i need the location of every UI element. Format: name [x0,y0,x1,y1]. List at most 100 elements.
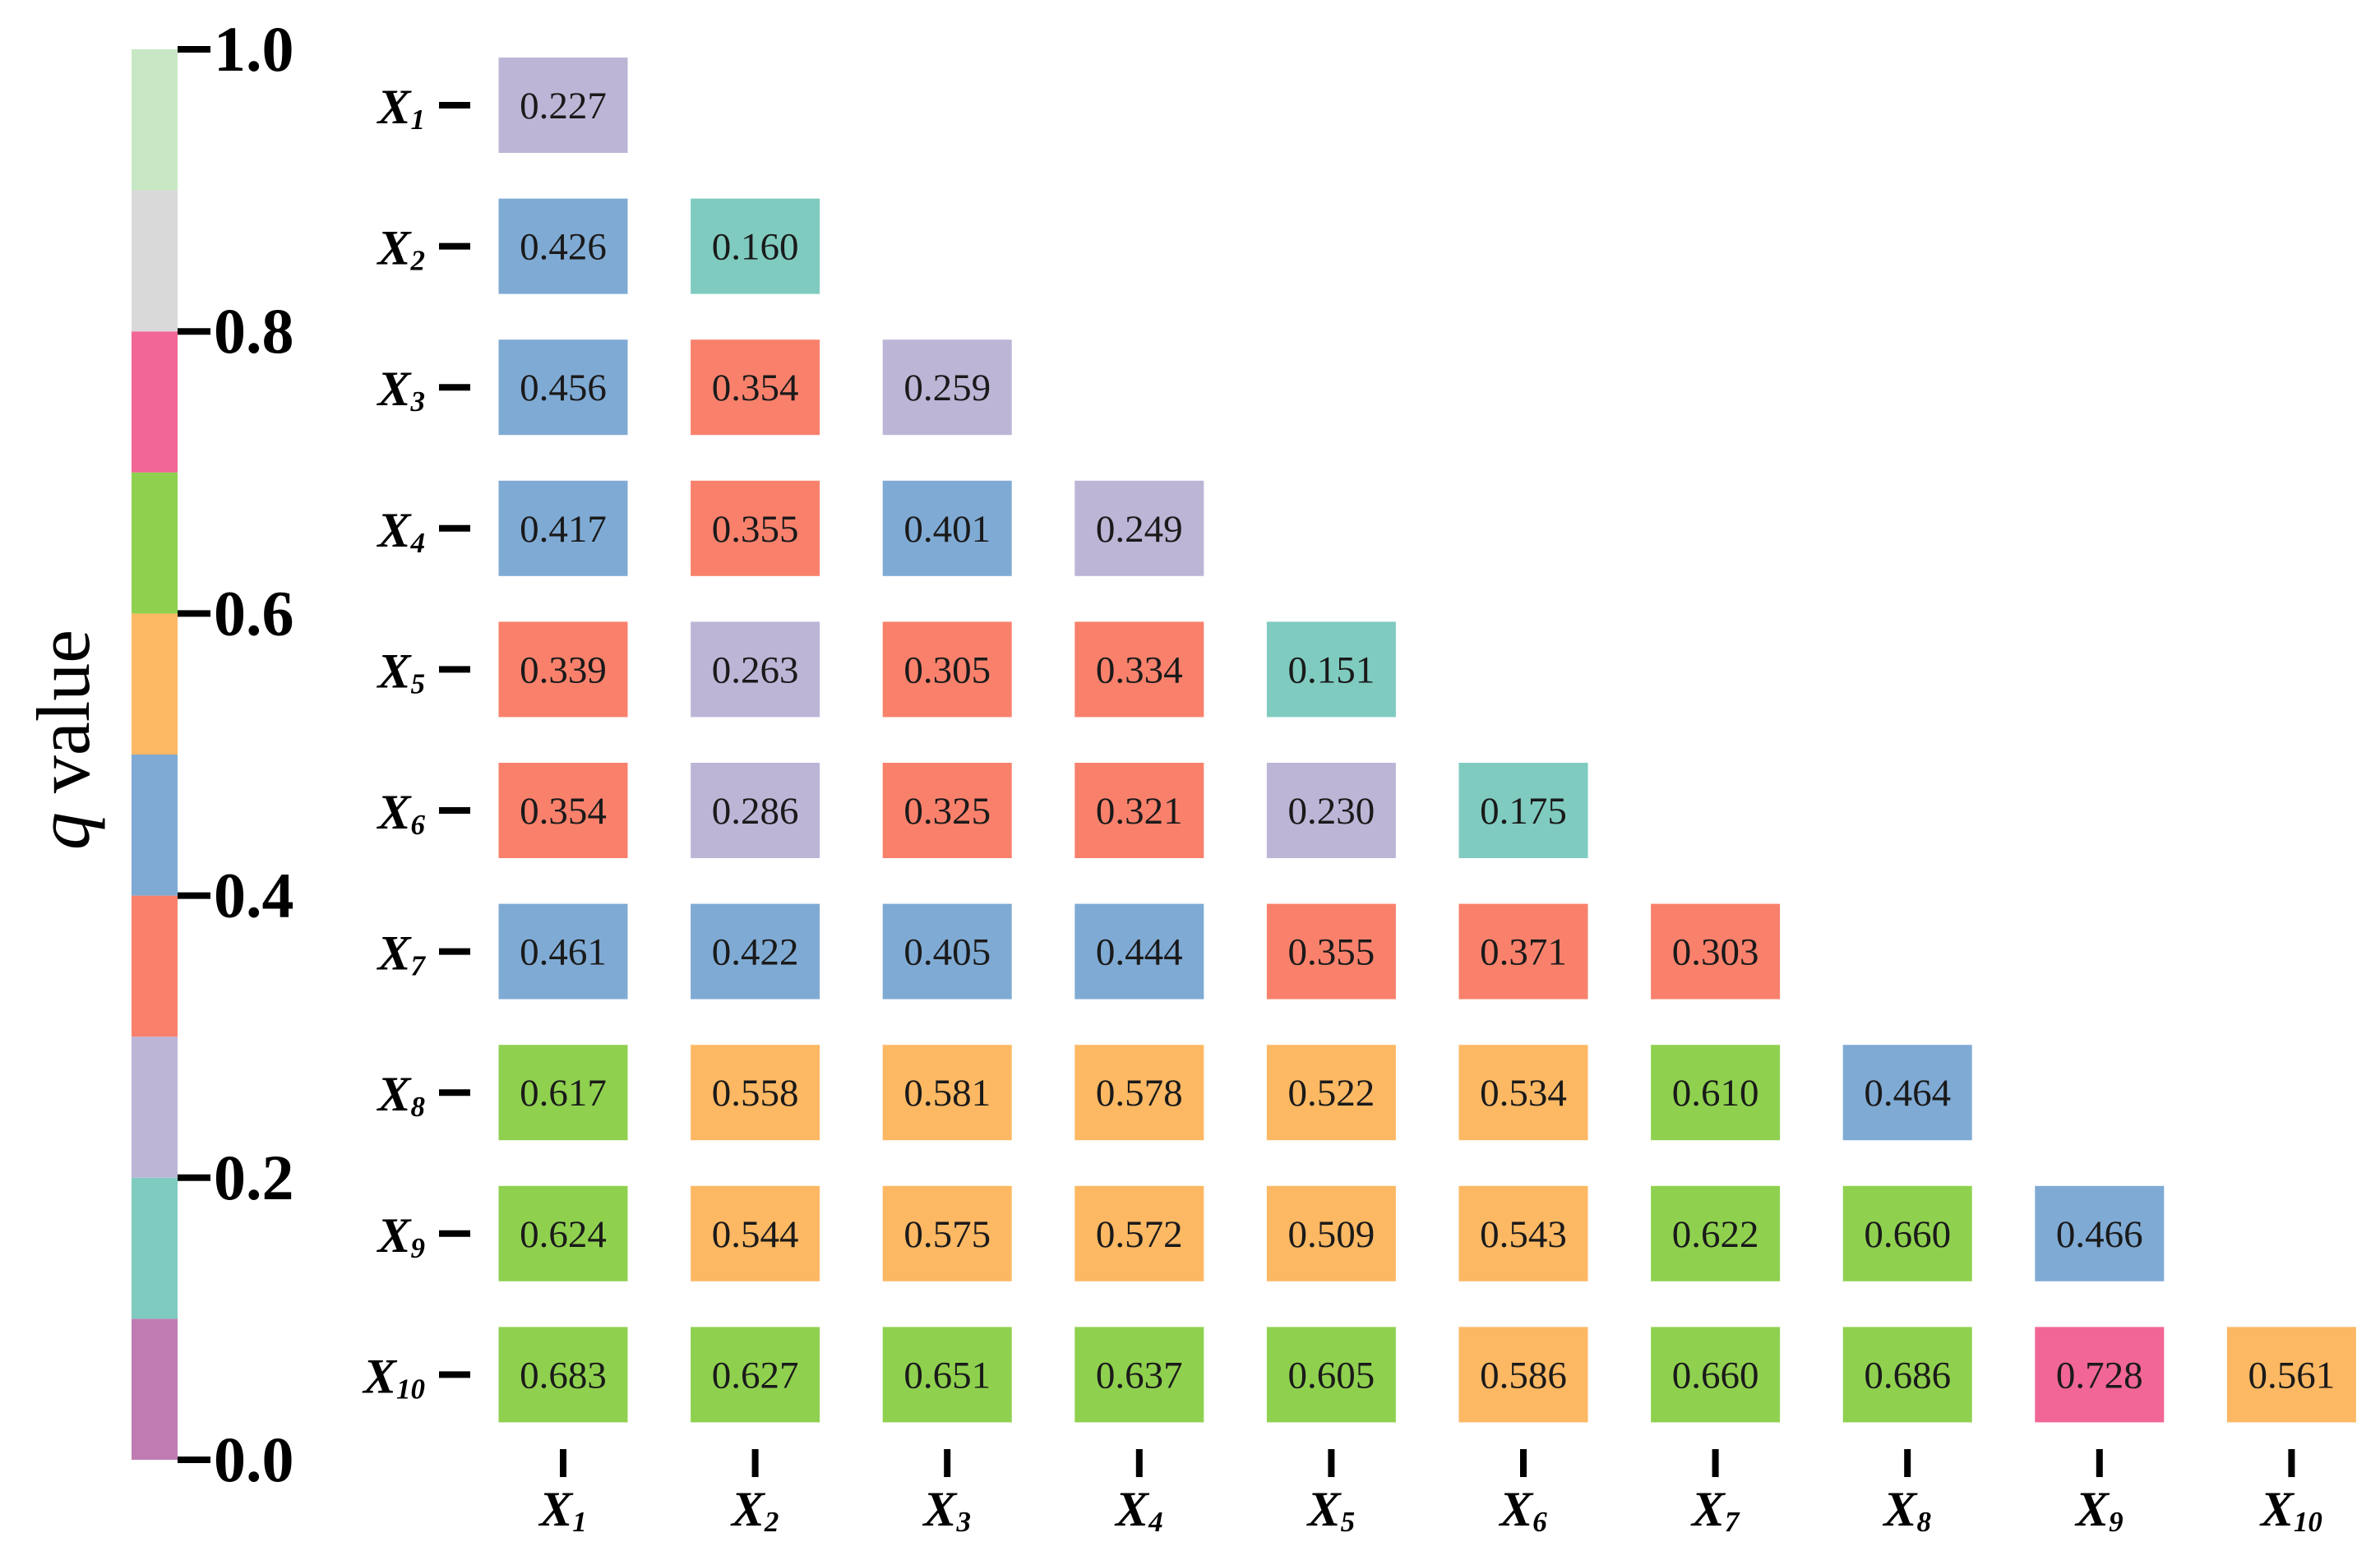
row-label: X6 [376,785,425,841]
cell-value-label: 0.426 [520,226,607,269]
heatmap-cell [498,621,628,718]
row-label: X1 [376,80,425,136]
column-label: X4 [1114,1482,1163,1538]
row-label: X7 [376,926,426,982]
heatmap-cell [882,621,1012,718]
cell-value-label: 0.686 [1864,1354,1951,1397]
cell-value-label: 0.660 [1672,1354,1759,1397]
heatmap-cell [691,1045,820,1141]
colorbar-segment [132,472,178,614]
colorbar-tick-label: 0.8 [214,295,294,367]
heatmap-cell [882,339,1012,436]
cell-value-label: 0.637 [1096,1354,1183,1397]
cell-value-label: 0.175 [1480,790,1567,833]
heatmap-cell [498,339,628,436]
column-axis: X1 X2 X3 X4 X5 X6 X7 X8 X9 X10 [538,1449,2322,1538]
cell-value-label: 0.534 [1480,1072,1567,1115]
heatmap-cell [1842,1045,1972,1141]
column-label: X5 [1306,1482,1356,1538]
heatmap-cell [1074,903,1204,1000]
colorbar-tick-label: 0.6 [214,577,294,649]
heatmap-cell [498,198,628,294]
colorbar-title: q value [21,630,105,850]
heatmap-cell [1458,1185,1588,1281]
cell-value-label: 0.586 [1480,1354,1567,1397]
heatmap-cell [882,1327,1012,1423]
cell-value-label: 0.651 [903,1354,991,1397]
cell-value-label: 0.339 [520,649,607,691]
heatmap-cell [882,1185,1012,1281]
cell-value-label: 0.544 [712,1213,799,1256]
column-label: X2 [730,1482,779,1538]
cell-value-label: 0.286 [712,790,799,833]
row-axis: X1 X2 X3 X4 X5 X6 X7 X8 X9 X10 [362,80,470,1405]
heatmap-cell [691,339,820,436]
cell-value-label: 0.605 [1288,1354,1375,1397]
cell-value-label: 0.624 [520,1213,607,1256]
cell-value-label: 0.558 [712,1072,799,1115]
heatmap-cell [2035,1185,2165,1281]
heatmap-cell [882,763,1012,858]
heatmap-cell [498,763,628,858]
cell-value-label: 0.572 [1096,1213,1183,1256]
heatmap-cell [498,1327,628,1423]
heatmap-cell [498,58,628,153]
cell-value-label: 0.610 [1672,1072,1759,1115]
colorbar-tick-label: 0.0 [214,1424,294,1495]
heatmap-cell [1651,1327,1781,1423]
cell-value-label: 0.728 [2056,1354,2143,1397]
cell-value-label: 0.259 [903,367,991,409]
cell-value-label: 0.464 [1864,1072,1951,1115]
heatmap-cell [2035,1327,2165,1423]
heatmap-cell [691,903,820,1000]
heatmap-cell [498,1045,628,1141]
heatmap-cell [691,1185,820,1281]
cell-value-label: 0.227 [520,85,607,127]
cell-value-label: 0.334 [1096,649,1183,691]
column-label: X1 [538,1482,587,1538]
cell-value-label: 0.444 [1096,931,1183,974]
cell-value-label: 0.466 [2056,1213,2143,1256]
heatmap-cell [1074,480,1204,576]
heatmap-cell [1074,1185,1204,1281]
cell-value-label: 0.422 [712,931,799,974]
cell-value-label: 0.303 [1672,931,1759,974]
cell-value-label: 0.417 [520,508,607,551]
colorbar-tick-label: 0.4 [214,860,294,931]
colorbar-segment [132,1318,178,1460]
heatmap-cell [1074,1327,1204,1423]
heatmap-cell [498,1185,628,1281]
heatmap-cell [691,198,820,294]
cell-value-label: 0.578 [1096,1072,1183,1115]
row-label: X10 [362,1349,425,1405]
column-label: X8 [1882,1482,1931,1538]
heatmap-cell [1458,763,1588,858]
heatmap-cell [691,480,820,576]
cell-value-label: 0.355 [1288,931,1375,974]
heatmap-cell [1651,903,1781,1000]
row-label: X9 [376,1208,425,1264]
cell-value-label: 0.622 [1672,1213,1759,1256]
cell-value-label: 0.509 [1288,1213,1375,1256]
heatmap-cell [1266,1327,1396,1423]
cell-value-label: 0.461 [520,931,607,974]
cell-value-label: 0.354 [712,367,799,409]
cell-value-label: 0.371 [1480,931,1567,974]
heatmap-cell [1266,621,1396,718]
cell-value-label: 0.305 [903,649,991,691]
cell-value-label: 0.249 [1096,508,1183,551]
row-label: X5 [376,644,425,699]
cell-value-label: 0.456 [520,367,607,409]
colorbar-segment [132,1177,178,1319]
heatmap-cell [498,903,628,1000]
heatmap-cell [1458,1045,1588,1141]
heatmap-cell [1458,903,1588,1000]
heatmap-cell [882,480,1012,576]
cell-value-label: 0.683 [520,1354,607,1397]
cell-value-label: 0.581 [903,1072,991,1115]
column-label: X9 [2074,1482,2124,1538]
row-label: X3 [376,362,425,418]
colorbar-segment [132,613,178,755]
cell-value-label: 0.263 [712,649,799,691]
heatmap-cell [691,621,820,718]
